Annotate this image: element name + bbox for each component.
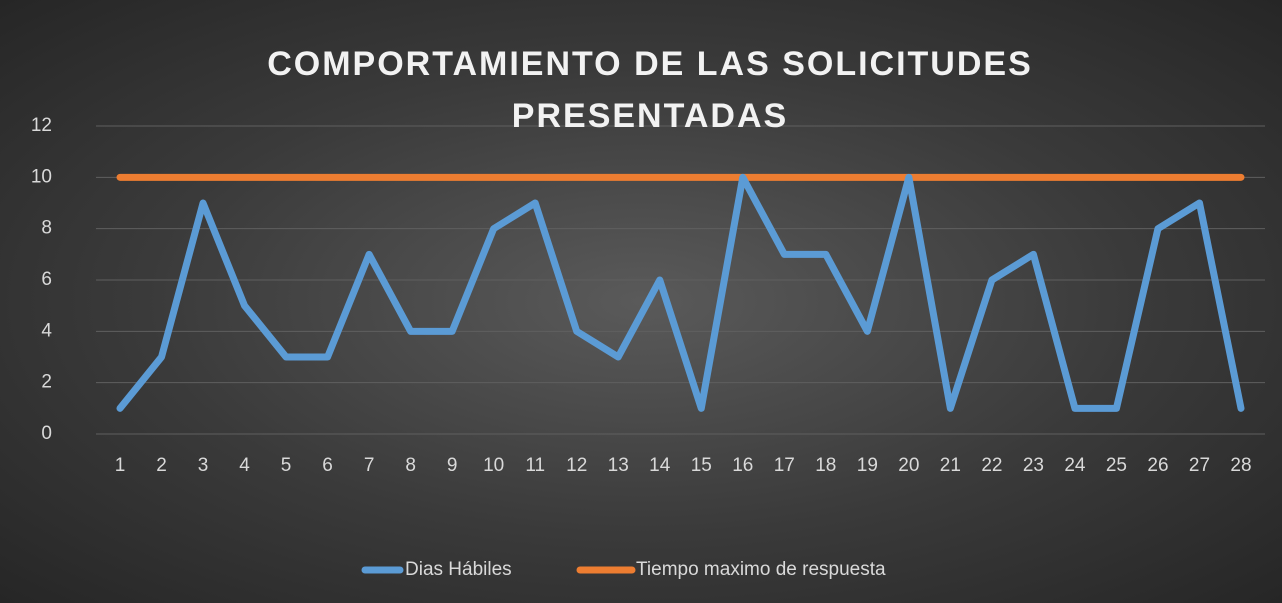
x-tick-label: 8 xyxy=(405,455,416,476)
x-tick-label: 6 xyxy=(322,455,333,476)
x-tick-label: 20 xyxy=(898,455,919,476)
x-tick-label: 5 xyxy=(281,455,292,476)
x-tick-label: 15 xyxy=(691,455,712,476)
y-tick-label: 0 xyxy=(41,423,52,444)
x-tick-label: 23 xyxy=(1023,455,1044,476)
y-tick-label: 4 xyxy=(41,320,52,341)
x-tick-label: 13 xyxy=(608,455,629,476)
x-tick-label: 25 xyxy=(1106,455,1127,476)
x-tick-label: 3 xyxy=(198,455,209,476)
x-tick-label: 27 xyxy=(1189,455,1210,476)
y-tick-label: 10 xyxy=(31,166,52,187)
y-tick-label: 8 xyxy=(41,218,52,239)
y-tick-label: 2 xyxy=(41,372,52,393)
y-tick-label: 6 xyxy=(41,269,52,290)
x-tick-label: 24 xyxy=(1064,455,1086,476)
x-tick-label: 22 xyxy=(981,455,1002,476)
legend-label: Dias Hábiles xyxy=(405,559,512,580)
x-tick-label: 19 xyxy=(857,455,878,476)
y-tick-label: 12 xyxy=(31,115,52,136)
x-tick-label: 1 xyxy=(115,455,126,476)
x-tick-label: 11 xyxy=(525,455,545,476)
x-tick-label: 17 xyxy=(774,455,795,476)
legend-label: Tiempo maximo de respuesta xyxy=(636,559,886,580)
x-tick-label: 28 xyxy=(1230,455,1251,476)
x-tick-label: 21 xyxy=(940,455,961,476)
chart-title: COMPORTAMIENTO DE LAS SOLICITUDES PRESEN… xyxy=(267,45,1033,135)
x-tick-label: 26 xyxy=(1147,455,1168,476)
x-tick-label: 14 xyxy=(649,455,671,476)
x-tick-label: 16 xyxy=(732,455,753,476)
x-tick-label: 4 xyxy=(239,455,250,476)
data-line xyxy=(116,173,1245,412)
x-tick-label: 12 xyxy=(566,455,587,476)
x-tick-label: 10 xyxy=(483,455,504,476)
x-tick-label: 18 xyxy=(815,455,836,476)
x-tick-label: 2 xyxy=(156,455,167,476)
x-tick-label: 7 xyxy=(364,455,375,476)
x-tick-label: 9 xyxy=(447,455,458,476)
